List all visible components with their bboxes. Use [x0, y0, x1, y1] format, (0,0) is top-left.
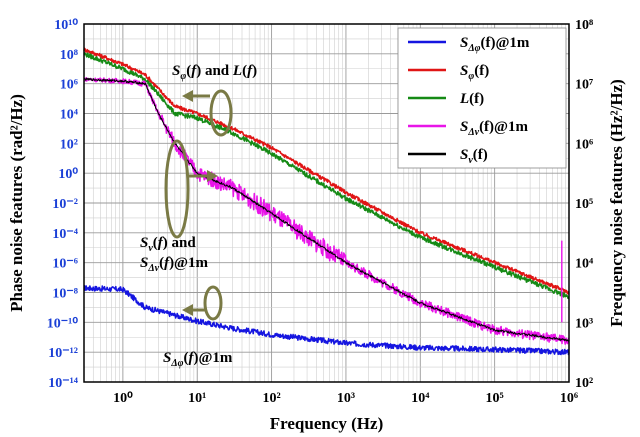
- y-tick-label-left: 10⁻¹⁰: [47, 316, 79, 331]
- y-axis-label-left: Phase noise features (rad²/Hz): [7, 94, 26, 312]
- y-tick-label-right: 10⁷: [575, 78, 593, 93]
- series-line-4: [83, 77, 570, 342]
- x-tick-label: 10³: [337, 391, 355, 406]
- series-line-0: [83, 285, 570, 356]
- annotation-phi-L: Sφ(f) and L(f): [172, 63, 257, 82]
- x-tick-label: 10⁵: [486, 391, 504, 406]
- x-tick-label: 10⁴: [411, 391, 430, 406]
- y-tick-label-left: 10⁻⁸: [52, 287, 78, 302]
- y-axis-label-right: Frequency noise features (Hz²/Hz): [607, 79, 626, 327]
- annotation-ellipse-phi: [209, 89, 233, 137]
- legend-label: Sφ(f): [460, 63, 489, 82]
- annotation-dphi: SΔφ(f)@1m: [163, 350, 233, 369]
- y-tick-label-right: 10⁵: [575, 197, 593, 212]
- y-tick-label-right: 10⁴: [575, 257, 594, 272]
- annotation-arrowhead-phi: [182, 90, 193, 102]
- y-tick-label-left: 10¹⁰: [54, 18, 78, 33]
- y-tick-label-right: 10⁸: [575, 18, 593, 33]
- series-layer: [83, 47, 570, 356]
- legend-label: SΔφ(f)@1m: [460, 35, 530, 54]
- y-tick-label-left: 10⁶: [60, 78, 78, 93]
- legend-label: SΔν(f)@1m: [460, 119, 529, 138]
- y-tick-label-left: 10⁻⁶: [52, 257, 78, 272]
- y-tick-label-left: 10⁻¹⁴: [48, 376, 79, 391]
- annotation-ellipse-nu: [164, 139, 190, 239]
- series-line-1: [83, 47, 570, 295]
- y-tick-label-left: 10⁸: [60, 48, 78, 63]
- y-tick-label-left: 10⁻¹²: [48, 346, 78, 361]
- annotation-ellipse-dphi: [203, 285, 223, 321]
- y-tick-label-left: 10²: [60, 137, 78, 152]
- y-tick-label-left: 10⁻⁴: [52, 227, 78, 242]
- plot-frame: [83, 23, 570, 383]
- x-tick-label: 10²: [262, 391, 280, 406]
- y-tick-label-right: 10³: [575, 316, 593, 331]
- y-tick-label-right: 10⁶: [575, 137, 593, 152]
- y-tick-label-right: 10²: [575, 376, 593, 391]
- series-line-2: [83, 52, 570, 300]
- annotation-nu-line1: Sν(f) and: [140, 235, 196, 254]
- legend-label: L(f): [459, 91, 484, 107]
- legend-label: Sν(f): [460, 147, 488, 166]
- y-tick-label-left: 10⁰: [58, 167, 78, 182]
- y-tick-label-left: 10⁴: [60, 108, 79, 123]
- x-tick-label: 10⁰: [113, 391, 133, 406]
- x-tick-label: 10¹: [188, 391, 206, 406]
- x-tick-label: 10⁶: [560, 391, 578, 406]
- annotation-nu-line2: SΔν(f)@1m: [140, 255, 209, 274]
- x-axis-label: Frequency (Hz): [270, 414, 383, 433]
- annotation-arrowhead-dphi: [182, 304, 193, 316]
- annotation-arrowhead-nu: [207, 170, 218, 182]
- y-tick-label-left: 10⁻²: [52, 197, 78, 212]
- legend: SΔφ(f)@1m Sφ(f) L(f) SΔν(f)@1m Sν(f): [397, 27, 567, 169]
- tick-layer: 10⁰ 10¹ 10² 10³ 10⁴ 10⁵ 10⁶ 10⁻¹⁴ 10⁻¹² 10⁻¹⁰ 10⁻⁸…: [47, 18, 594, 406]
